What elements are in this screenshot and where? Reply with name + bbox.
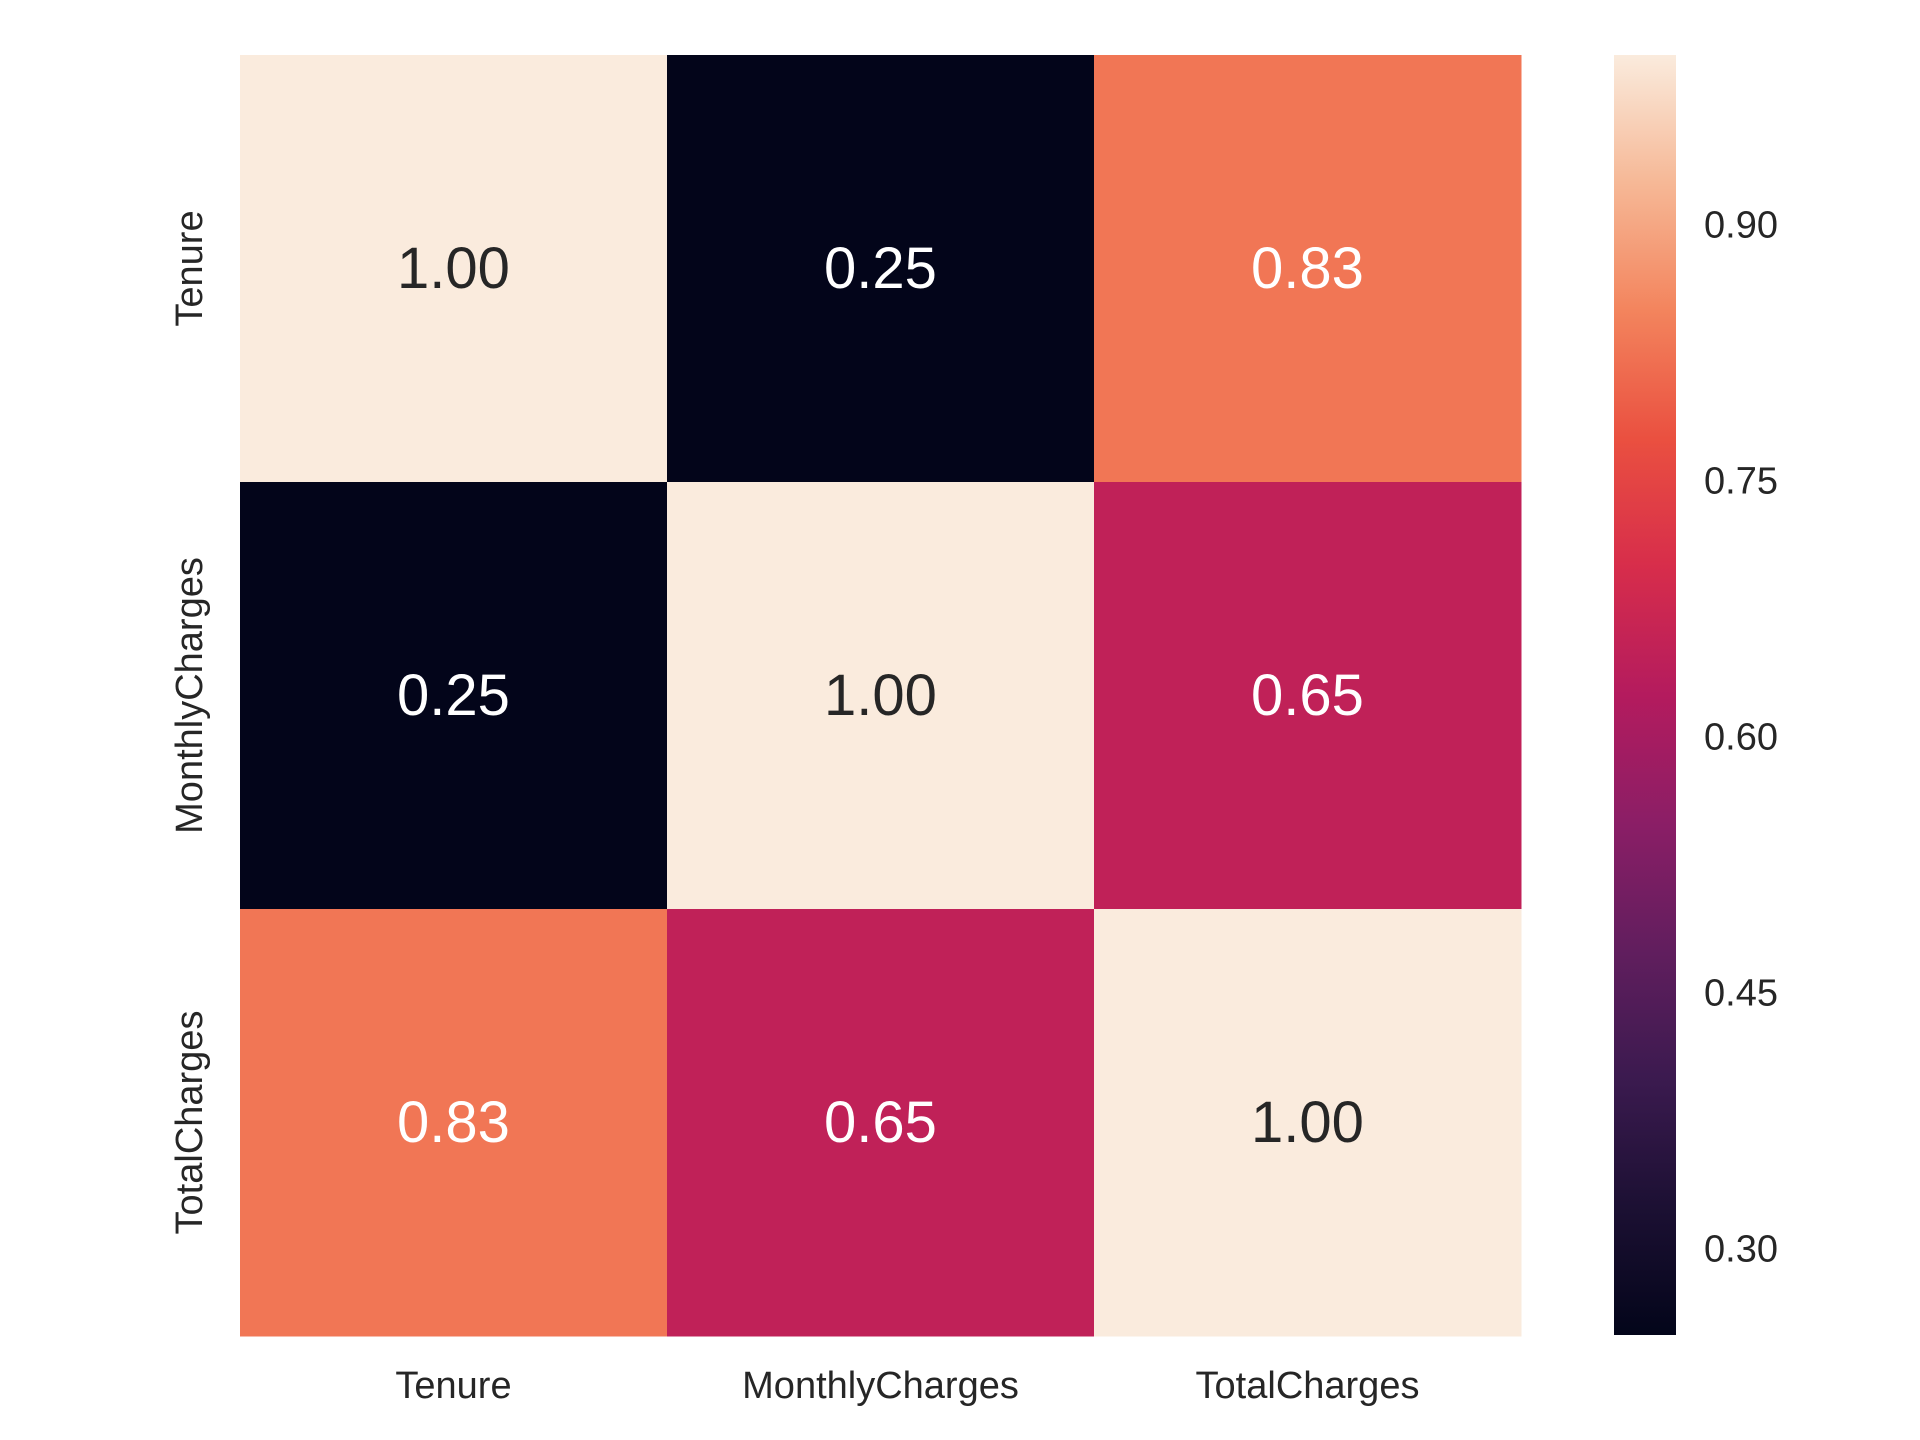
y-tick-label: MonthlyCharges: [169, 557, 211, 834]
heatmap-cell-label-r2-c2: 1.00: [1251, 1090, 1364, 1155]
heatmap-cell-r1-c0: [240, 482, 668, 910]
heatmap-cell-r0-c1: [667, 55, 1095, 483]
colorbar-tick-label: 0.90: [1704, 205, 1778, 247]
heatmap-cell-label-r0-c1: 0.25: [824, 236, 937, 301]
x-tick-labels: Tenure MonthlyCharges TotalCharges: [395, 1365, 1419, 1407]
colorbar-tick-label: 0.45: [1704, 973, 1778, 1015]
x-tick-label: Tenure: [395, 1365, 511, 1407]
heatmap-cell-r2-c2: [1094, 909, 1522, 1337]
colorbar-tick-labels: 0.30 0.45 0.60 0.75 0.90: [1704, 205, 1778, 1271]
y-tick-labels: Tenure MonthlyCharges TotalCharges: [169, 210, 211, 1234]
heatmap-cell-label-r1-c0: 0.25: [397, 663, 510, 728]
heatmap-cell-r2-c0: [240, 909, 668, 1337]
heatmap-cell-label-r2-c1: 0.65: [824, 1090, 937, 1155]
heatmap-cell-label-r1-c1: 1.00: [824, 663, 937, 728]
colorbar: [1614, 55, 1676, 1335]
colorbar-tick-label: 0.30: [1704, 1229, 1778, 1271]
colorbar-gradient: [1614, 55, 1676, 1335]
heatmap-cells: 1.00 0.25 0.83 0.25 1.00 0.65 0.83 0.65 1.00: [240, 55, 1522, 1337]
x-tick-label: TotalCharges: [1196, 1365, 1420, 1407]
y-tick-label: Tenure: [169, 210, 211, 326]
heatmap-cell-r0-c2: [1094, 55, 1522, 483]
x-tick-label: MonthlyCharges: [742, 1365, 1019, 1407]
heatmap-cell-label-r1-c2: 0.65: [1251, 663, 1364, 728]
heatmap-cell-label-r0-c0: 1.00: [397, 236, 510, 301]
heatmap-cell-r0-c0: [240, 55, 668, 483]
colorbar-tick-label: 0.60: [1704, 717, 1778, 759]
heatmap-cell-label-r2-c0: 0.83: [397, 1090, 510, 1155]
heatmap-cell-label-r0-c2: 0.83: [1251, 236, 1364, 301]
heatmap-cell-r1-c1: [667, 482, 1095, 910]
y-tick-label: TotalCharges: [169, 1011, 211, 1235]
heatmap-cell-r2-c1: [667, 909, 1095, 1337]
colorbar-tick-label: 0.75: [1704, 461, 1778, 503]
heatmap-cell-r1-c2: [1094, 482, 1522, 910]
